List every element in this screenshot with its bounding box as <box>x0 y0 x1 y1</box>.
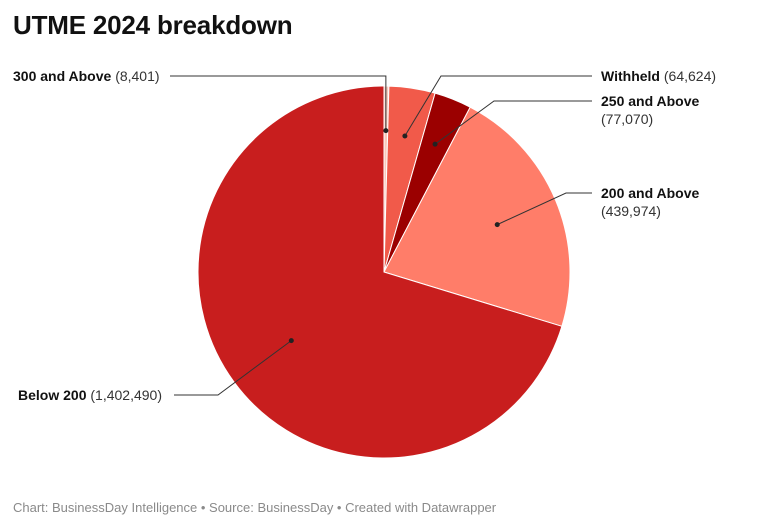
withheld-leader-dot <box>402 133 408 139</box>
chart-footer: Chart: BusinessDay Intelligence • Source… <box>13 500 497 515</box>
300-and-above-leader-line <box>170 75 387 131</box>
250-and-above-leader-line <box>434 100 592 145</box>
pie-slice-3 <box>383 106 571 327</box>
label-300-and-above: 300 and Above (8,401) <box>13 68 160 84</box>
200-and-above-leader-dot <box>494 222 500 228</box>
below-200-leader-dot <box>288 338 294 344</box>
below-200-leader-line <box>174 340 292 396</box>
label-200-and-above: 200 and Above (439,974) <box>601 185 700 219</box>
300-and-above-leader-dot <box>383 128 389 134</box>
chart-title: UTME 2024 breakdown <box>13 10 293 40</box>
label-withheld: Withheld (64,624) <box>601 68 717 84</box>
label-below-200: Below 200 (1,402,490) <box>18 387 162 403</box>
200-and-above-leader-line <box>497 192 592 226</box>
withheld-leader-line <box>404 75 592 137</box>
label-250-and-above: 250 and Above (77,070) <box>601 93 700 127</box>
250-and-above-leader-dot <box>432 141 438 147</box>
